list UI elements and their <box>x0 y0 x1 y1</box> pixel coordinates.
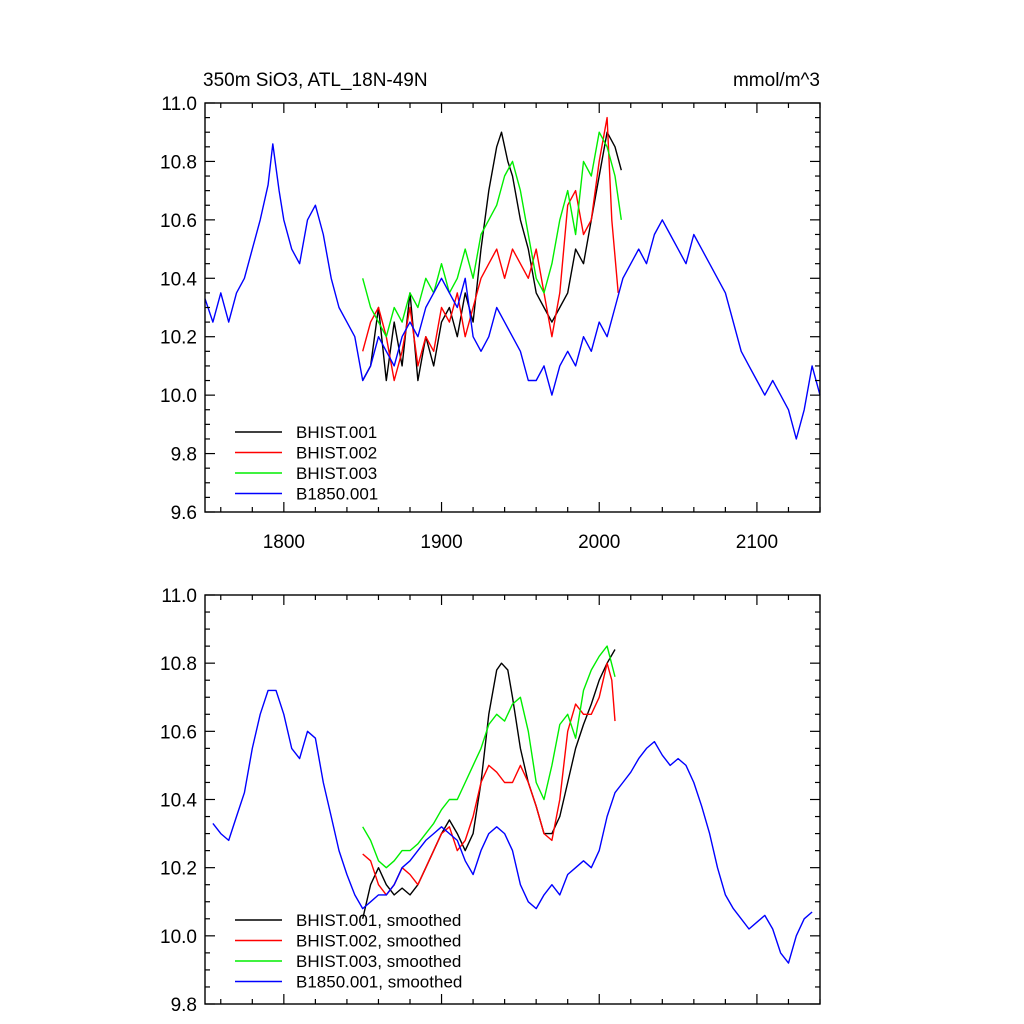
bottom-legend-label-4: B1850.001, smoothed <box>296 973 462 992</box>
top-ticks-group: 9.6 9.8 10.0 10.2 10.4 10.6 10.8 11.0 1800 1900 20… <box>160 94 821 553</box>
bottom-series-line-3 <box>362 645 616 869</box>
bottom-ytick-label: 10.0 <box>160 927 197 948</box>
bottom-ytick-label: 10.4 <box>160 791 197 812</box>
bottom-ytick-label: 10.2 <box>160 859 197 880</box>
top-ytick-label: 10.4 <box>160 269 197 290</box>
top-ytick-label: 9.6 <box>171 503 197 524</box>
bottom-ytick-label: 10.8 <box>160 654 197 675</box>
bottom-ytick-label: 9.8 <box>171 995 197 1016</box>
top-series-line-3 <box>362 131 622 338</box>
top-series-group <box>204 116 821 440</box>
bottom-series-line-1 <box>362 649 616 919</box>
bottom-legend: BHIST.001, smoothed BHIST.002, smoothedBH… <box>235 911 462 992</box>
units-label: mmol/m^3 <box>733 70 820 91</box>
top-legend-label-3: BHIST.003 <box>296 464 377 483</box>
bottom-plot-frame <box>204 594 821 1005</box>
top-plot-frame <box>204 102 821 513</box>
bottom-ticks-group: 9.8 10.0 10.2 10.4 10.6 10.8 11.0 <box>160 586 821 1016</box>
top-ytick-label: 11.0 <box>161 94 197 115</box>
top-xtick-label: 2000 <box>578 532 620 553</box>
bottom-legend-label-3: BHIST.003, smoothed <box>296 952 461 971</box>
bottom-ytick-label: 11.0 <box>161 586 197 607</box>
bottom-series-line-2 <box>362 662 616 896</box>
top-ytick-label: 10.2 <box>160 328 197 349</box>
top-panel: 350m SiO3, ATL_18N-49N mmol/m^3 9.6 9.8 10… <box>160 70 821 553</box>
bottom-series-group <box>212 645 813 964</box>
bottom-legend-label-1: BHIST.001, smoothed <box>296 911 461 930</box>
top-ytick-label: 10.8 <box>160 152 197 173</box>
top-xtick-label: 1900 <box>420 532 462 553</box>
top-legend-label-2: BHIST.002 <box>296 444 377 463</box>
bottom-ytick-label: 10.6 <box>160 722 197 743</box>
top-xtick-label: 1800 <box>263 532 305 553</box>
chart-title: 350m SiO3, ATL_18N-49N <box>203 70 428 91</box>
bottom-panel: 9.8 10.0 10.2 10.4 10.6 10.8 11.0 BHIST.001, s… <box>160 586 821 1016</box>
bottom-series-line-4 <box>212 689 813 964</box>
top-legend-label-4: B1850.001 <box>296 485 378 504</box>
top-ytick-label: 9.8 <box>171 445 197 466</box>
top-xtick-label: 2100 <box>736 532 778 553</box>
top-legend-label-1: BHIST.001 <box>296 423 377 442</box>
top-ytick-label: 10.6 <box>160 211 197 232</box>
bottom-legend-label-2: BHIST.002, smoothed <box>296 932 461 951</box>
top-ytick-label: 10.0 <box>160 386 197 407</box>
top-series-line-1 <box>362 131 622 382</box>
top-series-line-4 <box>204 143 821 440</box>
